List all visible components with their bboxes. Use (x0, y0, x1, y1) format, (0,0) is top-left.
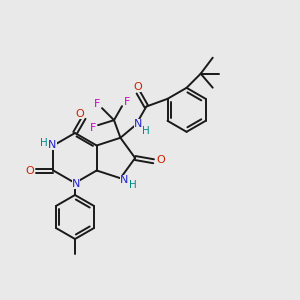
Text: N: N (120, 175, 129, 185)
Text: H: H (142, 126, 150, 136)
Text: H: H (40, 139, 48, 148)
Text: O: O (133, 82, 142, 92)
Text: H: H (129, 180, 136, 190)
Text: F: F (124, 97, 130, 107)
Text: O: O (26, 166, 34, 176)
Text: N: N (72, 179, 80, 189)
Text: N: N (134, 119, 142, 129)
Text: O: O (75, 109, 84, 119)
Text: F: F (94, 99, 100, 109)
Text: O: O (156, 155, 165, 165)
Text: N: N (48, 140, 56, 149)
Text: F: F (90, 123, 96, 133)
